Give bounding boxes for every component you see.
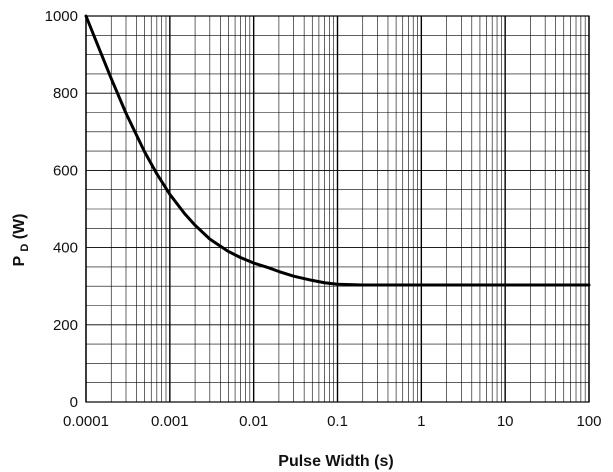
series-line-0 xyxy=(84,14,591,287)
y-tick-label: 200 xyxy=(53,317,78,334)
y-axis-title-main: P xyxy=(11,256,28,267)
y-tick-label: 600 xyxy=(53,162,78,179)
y-tick-label: 0 xyxy=(70,394,78,411)
y-axis-title-unit: (W) xyxy=(11,213,28,239)
x-tick-label: 10 xyxy=(497,413,514,430)
grid-layer xyxy=(85,15,590,403)
x-tick-label: 0.1 xyxy=(327,413,348,430)
tick-layer: 0.0001 0.001 0.01 0.1 1 10 1000200400600800100… xyxy=(45,8,602,430)
y-tick-label: 800 xyxy=(53,85,78,102)
frame-layer xyxy=(85,15,590,403)
x-tick-label: 0.001 xyxy=(151,413,189,430)
plot-frame xyxy=(85,15,590,403)
x-tick-label: 0.0001 xyxy=(63,413,109,430)
y-tick-label: 1000 xyxy=(45,8,78,25)
x-tick-label: 0.01 xyxy=(239,413,268,430)
x-axis-title: Pulse Width (s) xyxy=(278,453,393,470)
y-axis-title: P D (W) xyxy=(11,213,32,266)
x-tick-label: 100 xyxy=(576,413,601,430)
y-axis-title-sub: D xyxy=(19,244,31,252)
x-tick-label: 1 xyxy=(417,413,425,430)
y-tick-label: 400 xyxy=(53,240,78,257)
series-layer xyxy=(84,14,591,287)
